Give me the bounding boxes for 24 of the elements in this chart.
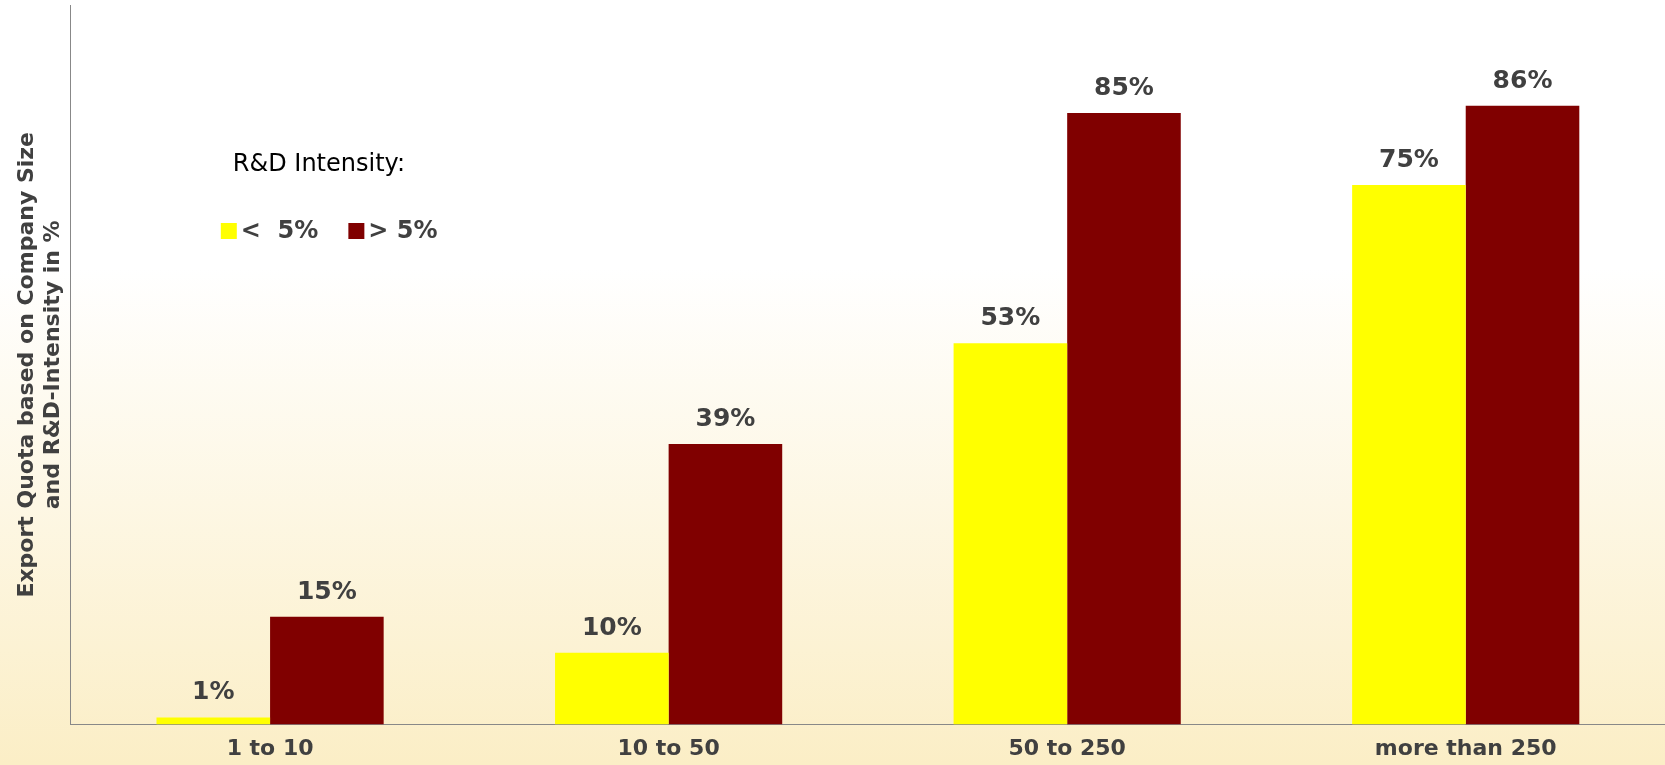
data-label: 1%	[192, 676, 235, 706]
data-label: 86%	[1492, 64, 1553, 94]
bar	[156, 717, 271, 725]
data-label: 39%	[695, 402, 756, 432]
x-tick-label: 10 to 50	[617, 734, 720, 760]
legend-label: < 5%	[240, 216, 319, 245]
data-label: 85%	[1094, 71, 1154, 101]
bar	[668, 443, 783, 725]
data-label: 75%	[1379, 143, 1439, 173]
data-label: 15%	[296, 575, 357, 605]
bar	[1465, 105, 1580, 725]
bar	[953, 343, 1068, 725]
x-tick-label: 50 to 250	[1008, 734, 1126, 760]
data-label: 10%	[581, 611, 642, 641]
legend-title: R&D Intensity:	[232, 149, 406, 178]
x-tick-label: 1 to 10	[226, 734, 314, 760]
bar	[1067, 112, 1181, 725]
legend-label: > 5%	[368, 216, 438, 245]
bar	[1352, 184, 1466, 725]
bar	[270, 616, 384, 725]
data-label: 53%	[980, 302, 1041, 332]
x-tick-label: more than 250	[1374, 734, 1557, 760]
y-axis-title: Export Quota based on Company Size and R&D-Intensity in %	[12, 132, 65, 598]
bar	[555, 652, 669, 725]
